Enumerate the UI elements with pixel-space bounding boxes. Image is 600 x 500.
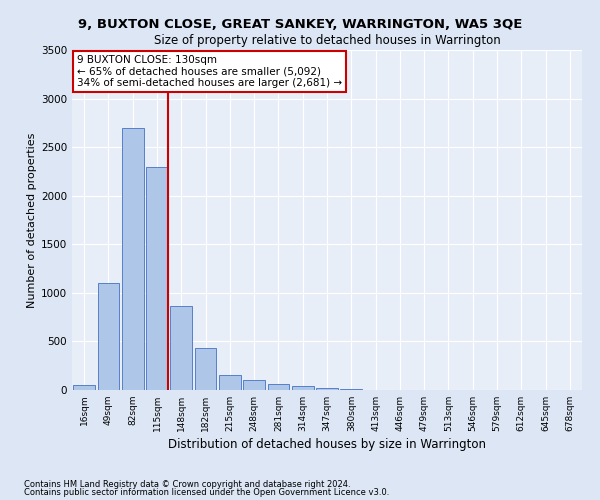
Text: 9, BUXTON CLOSE, GREAT SANKEY, WARRINGTON, WA5 3QE: 9, BUXTON CLOSE, GREAT SANKEY, WARRINGTO…: [78, 18, 522, 30]
Text: Contains HM Land Registry data © Crown copyright and database right 2024.: Contains HM Land Registry data © Crown c…: [24, 480, 350, 489]
Y-axis label: Number of detached properties: Number of detached properties: [27, 132, 37, 308]
Bar: [340, 389, 362, 390]
Bar: [170, 306, 192, 390]
Bar: [122, 128, 143, 390]
Bar: [292, 386, 314, 390]
Bar: [316, 388, 338, 390]
Text: 9 BUXTON CLOSE: 130sqm
← 65% of detached houses are smaller (5,092)
34% of semi-: 9 BUXTON CLOSE: 130sqm ← 65% of detached…: [77, 55, 342, 88]
Bar: [243, 380, 265, 390]
Bar: [194, 348, 217, 390]
Bar: [268, 384, 289, 390]
X-axis label: Distribution of detached houses by size in Warrington: Distribution of detached houses by size …: [168, 438, 486, 451]
Text: Contains public sector information licensed under the Open Government Licence v3: Contains public sector information licen…: [24, 488, 389, 497]
Bar: [97, 283, 119, 390]
Bar: [146, 166, 168, 390]
Bar: [219, 375, 241, 390]
Bar: [73, 385, 95, 390]
Title: Size of property relative to detached houses in Warrington: Size of property relative to detached ho…: [154, 34, 500, 48]
